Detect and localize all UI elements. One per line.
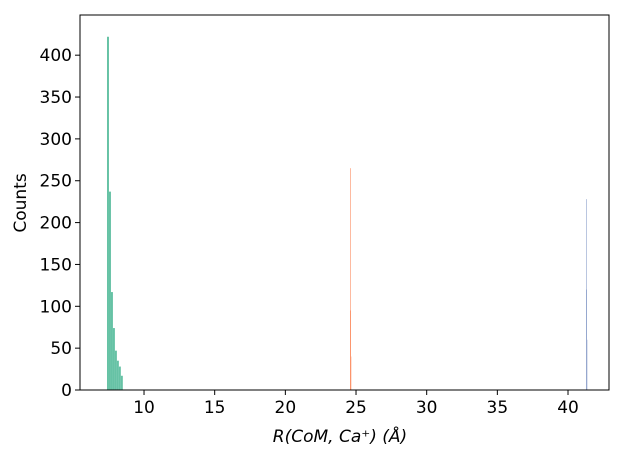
y-tick-label: 100: [40, 297, 72, 317]
x-tick-label: 40: [557, 398, 579, 418]
bar: [108, 191, 111, 390]
bar: [586, 339, 588, 390]
bar: [120, 375, 123, 390]
bar: [350, 356, 352, 390]
y-tick-label: 0: [61, 381, 72, 401]
x-tick-label: 35: [487, 398, 509, 418]
y-tick-label: 150: [40, 255, 72, 275]
x-tick-label: 20: [275, 398, 297, 418]
y-axis-label: Counts: [11, 173, 31, 232]
x-tick-label: 30: [416, 398, 438, 418]
y-tick-label: 300: [40, 130, 72, 150]
plot-frame: [79, 14, 610, 391]
bar: [118, 366, 121, 390]
y-tick-label: 200: [40, 214, 72, 234]
x-tick-label: 10: [133, 398, 155, 418]
y-tick-label: 400: [40, 46, 72, 66]
bar: [350, 168, 351, 390]
bar: [116, 360, 119, 390]
bar: [110, 292, 113, 390]
y-tick-label: 250: [40, 172, 72, 192]
bar: [112, 328, 115, 390]
bar: [586, 199, 587, 390]
x-tick-label: 15: [204, 398, 226, 418]
x-axis-label: R(CoM, Ca⁺) (Å): [273, 425, 407, 447]
bar: [114, 350, 117, 390]
bar: [106, 36, 109, 390]
y-tick-label: 50: [50, 339, 72, 359]
y-tick-label: 350: [40, 88, 72, 108]
x-tick-label: 25: [345, 398, 367, 418]
